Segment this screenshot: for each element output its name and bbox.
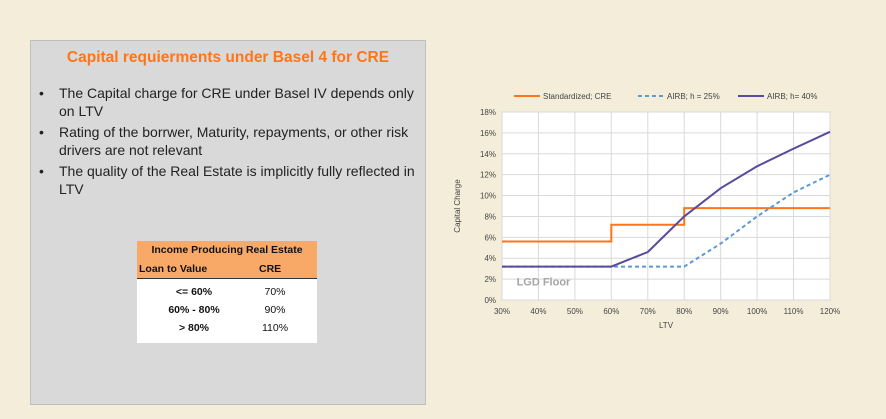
cre-cell: 110% xyxy=(261,322,289,334)
x-tick-label: 30% xyxy=(494,307,510,316)
bullet-item: • The Capital charge for CRE under Basel … xyxy=(39,84,419,120)
cre-table: Income Producing Real Estate Loan to Val… xyxy=(137,241,317,343)
table-row: 60% - 80% 90% xyxy=(137,301,317,319)
y-axis-label: Capital Charge xyxy=(453,179,462,233)
series-line-2 xyxy=(502,130,831,268)
x-tick-label: 50% xyxy=(567,307,583,316)
capital-charge-chart: 30% 40% 50% 60% 70% 80% 90% 100% 110% 120% 0% 2% 4% 6… xyxy=(450,82,850,342)
x-tick-label: 110% xyxy=(784,307,804,316)
table-row: > 80% 110% xyxy=(137,319,317,337)
ltv-cell: 60% - 80% xyxy=(168,304,220,316)
ltv-cell: > 80% xyxy=(178,322,210,334)
legend-label: Standardized; CRE xyxy=(543,92,611,101)
x-tick-label: 60% xyxy=(603,307,619,316)
column-header-cre: CRE xyxy=(259,263,282,275)
x-tick-label: 120% xyxy=(820,307,840,316)
y-tick-label: 0% xyxy=(484,296,496,305)
info-panel: Capital requierments under Basel 4 for C… xyxy=(30,40,426,405)
x-tick-label: 100% xyxy=(747,307,767,316)
table-row: <= 60% 70% xyxy=(137,283,317,301)
table-header: Loan to Value CRE xyxy=(137,260,317,279)
y-tick-label: 12% xyxy=(480,171,496,180)
y-tick-label: 6% xyxy=(484,233,496,242)
bullet-icon: • xyxy=(39,85,44,101)
y-tick-label: 10% xyxy=(480,192,496,201)
panel-title: Capital requierments under Basel 4 for C… xyxy=(66,49,390,66)
bullet-text: The Capital charge for CRE under Basel I… xyxy=(59,85,414,119)
cre-cell: 70% xyxy=(264,286,286,298)
bullet-text: The quality of the Real Estate is implic… xyxy=(59,163,415,197)
cre-cell: 90% xyxy=(264,304,286,316)
y-tick-label: 8% xyxy=(484,212,496,221)
x-tick-label: 80% xyxy=(676,307,692,316)
y-tick-label: 18% xyxy=(480,108,496,117)
plot-area xyxy=(501,111,831,301)
bullet-icon: • xyxy=(39,124,44,140)
table-title: Income Producing Real Estate xyxy=(137,241,317,260)
ltv-cell: <= 60% xyxy=(175,286,213,298)
bullet-item: • The quality of the Real Estate is impli… xyxy=(39,162,419,198)
bullet-list: • The Capital charge for CRE under Basel … xyxy=(39,84,419,201)
legend-label: AIRB; h = 25% xyxy=(667,92,720,101)
bullet-item: • Rating of the borrwer, Maturity, repaym… xyxy=(39,123,419,159)
y-tick-label: 16% xyxy=(480,129,496,138)
series-line-1 xyxy=(502,173,831,268)
y-tick-label: 2% xyxy=(484,275,496,284)
column-header-ltv: Loan to Value xyxy=(139,263,208,275)
chart-svg: 30% 40% 50% 60% 70% 80% 90% 100% 110% 120% 0% 2% 4% 6… xyxy=(453,92,840,330)
y-tick-label: 4% xyxy=(484,254,496,263)
x-tick-label: 90% xyxy=(713,307,729,316)
lgd-floor-annotation: LGD Floor xyxy=(517,276,571,288)
x-tick-label: 40% xyxy=(530,307,546,316)
bullet-icon: • xyxy=(39,163,44,179)
x-tick-label: 70% xyxy=(640,307,656,316)
legend-label: AIRB; h= 40% xyxy=(767,92,817,101)
y-tick-label: 14% xyxy=(480,150,496,159)
bullet-text: Rating of the borrwer, Maturity, repayme… xyxy=(59,124,409,158)
series-line-0 xyxy=(502,207,830,243)
x-axis-label: LTV xyxy=(659,321,674,330)
